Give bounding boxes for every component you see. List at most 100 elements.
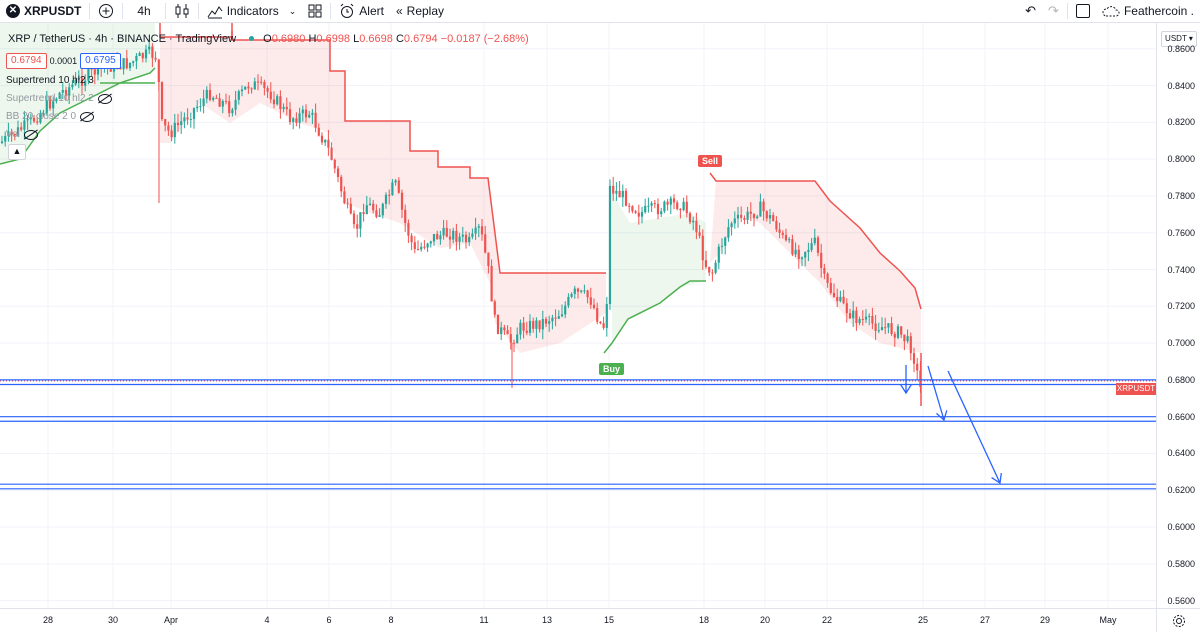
- high-label: H: [308, 33, 317, 45]
- open-value: 0.6980: [271, 33, 306, 45]
- candle-body: [36, 121, 39, 123]
- templates-button[interactable]: [302, 0, 328, 22]
- price-chart[interactable]: [0, 23, 1156, 608]
- candles-icon: [175, 4, 189, 18]
- candle-body: [144, 49, 148, 59]
- candle-body: [538, 320, 541, 330]
- candle-body: [343, 191, 346, 204]
- collapse-legend-button[interactable]: ▲: [8, 144, 26, 160]
- candle-body: [640, 212, 644, 217]
- compare-button[interactable]: [92, 0, 120, 22]
- candle-body: [791, 239, 794, 255]
- status-dot: [249, 36, 255, 41]
- candle-body: [656, 203, 660, 215]
- candle-body: [55, 98, 58, 102]
- hidden-eye-icon[interactable]: [80, 111, 95, 122]
- supertrend-down-line: [709, 172, 922, 310]
- candle-body: [660, 211, 663, 215]
- currency-button[interactable]: USDT ▾: [1161, 31, 1197, 47]
- candle-body: [916, 363, 919, 371]
- buy-price-button[interactable]: 0.6795: [80, 53, 121, 69]
- time-tick: 11: [479, 615, 489, 625]
- candle-body: [628, 205, 631, 207]
- candle-body: [295, 118, 298, 123]
- candle-body: [13, 134, 16, 136]
- chart-pane[interactable]: XRP / TetherUS · 4h · BINANCE · TradingV…: [0, 23, 1156, 608]
- low-label: L: [353, 33, 360, 45]
- candle-body: [512, 342, 516, 344]
- low-value: 0.6698: [359, 33, 393, 45]
- price-axis[interactable]: USDT ▾ 0.8600 0.8400 0.8200 0.8000 0.7800 0.7…: [1156, 23, 1200, 608]
- change-value: −0.0187 (−2.68%): [440, 33, 529, 45]
- candle-body: [775, 221, 778, 230]
- price-tick: 0.7200: [1167, 301, 1195, 312]
- candle-body: [45, 100, 48, 114]
- candle-body: [762, 201, 765, 212]
- candle-body: [868, 315, 871, 317]
- candle-body: [138, 53, 141, 57]
- replay-button[interactable]: « Replay: [390, 0, 450, 22]
- candle-body: [724, 237, 727, 246]
- sell-price-button[interactable]: 0.6794: [6, 53, 47, 69]
- candle-body: [672, 198, 676, 203]
- candle-body: [461, 234, 464, 237]
- candle-body: [890, 323, 893, 334]
- candle-body: [42, 113, 45, 115]
- spread-value: 0.0001: [49, 56, 78, 66]
- candle-body: [516, 334, 519, 344]
- indicator-bb[interactable]: BB 20 close 2 0: [6, 111, 95, 122]
- candle-body: [148, 46, 151, 50]
- layout-name-button[interactable]: Feathercoin .: [1096, 0, 1200, 22]
- indicator-vol[interactable]: Vol: [6, 129, 38, 140]
- time-tick: 28: [42, 615, 54, 625]
- candle-body: [852, 310, 855, 319]
- candle-body: [439, 235, 442, 240]
- candle-body: [820, 252, 823, 268]
- candle-body: [436, 233, 439, 240]
- indicator-supertrend-2[interactable]: Supertrend 10 hl2 2: [6, 93, 112, 104]
- candle-body: [189, 119, 192, 121]
- candle-body: [599, 321, 602, 324]
- candle-body: [816, 237, 820, 253]
- redo-button[interactable]: ↷: [1042, 0, 1065, 22]
- layout-select-button[interactable]: [1070, 0, 1096, 22]
- hidden-eye-icon[interactable]: [97, 93, 112, 104]
- candle-body: [493, 301, 496, 315]
- candle-body: [554, 317, 557, 319]
- price-tick: 0.7600: [1167, 227, 1195, 238]
- candle-body: [260, 81, 263, 83]
- candle-body: [810, 243, 813, 250]
- candle-body: [244, 86, 247, 90]
- candle-body: [743, 217, 746, 220]
- indicators-button[interactable]: Indicators ⌄: [201, 0, 303, 22]
- candle-body: [621, 190, 624, 198]
- candle-body: [842, 296, 845, 304]
- undo-button[interactable]: ↶: [1019, 0, 1042, 22]
- candle-body: [231, 109, 234, 114]
- candle-body: [375, 210, 378, 217]
- candle-body: [634, 211, 637, 213]
- time-axis[interactable]: 28 30 Apr 4 6 8 11 13 15 18 20 22 25 27 29 May: [0, 608, 1156, 632]
- candle-body: [7, 131, 10, 136]
- candle-body: [228, 101, 231, 114]
- hidden-eye-icon[interactable]: [23, 129, 38, 140]
- candle-body: [173, 122, 176, 138]
- indicator-supertrend-3[interactable]: Supertrend 10 hl2 3: [6, 75, 94, 86]
- supertrend-up-line: [603, 280, 706, 354]
- candle-body: [365, 205, 368, 215]
- candle-body: [887, 323, 890, 328]
- xrp-logo-icon: ✕: [6, 4, 20, 18]
- candle-body: [714, 262, 717, 273]
- candle-body: [871, 315, 874, 324]
- interval-button[interactable]: 4h: [125, 0, 162, 22]
- alert-button[interactable]: Alert: [333, 0, 390, 22]
- candle-body: [836, 297, 839, 302]
- candle-body: [400, 192, 404, 210]
- chart-type-button[interactable]: [168, 0, 196, 22]
- symbol-search[interactable]: ✕ XRPUSDT: [0, 0, 87, 22]
- candle-body: [861, 318, 864, 320]
- order-price-boxes: 0.6794 0.0001 0.6795: [6, 53, 121, 69]
- candle-body: [199, 106, 202, 108]
- time-tick: 4: [264, 615, 270, 625]
- chart-settings-button[interactable]: [1156, 608, 1200, 632]
